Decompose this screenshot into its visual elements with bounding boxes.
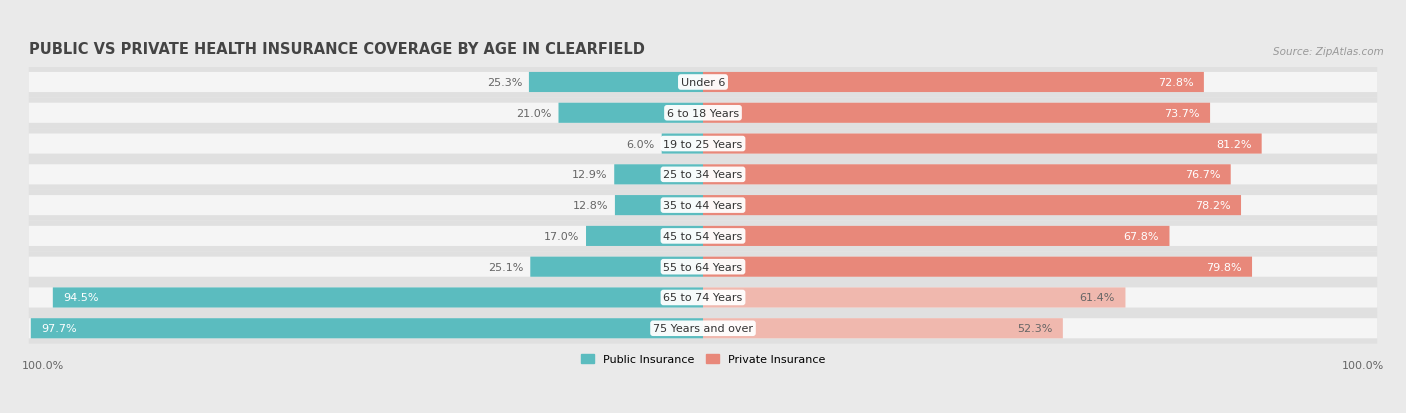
Text: 35 to 44 Years: 35 to 44 Years [664,201,742,211]
Text: 12.8%: 12.8% [572,201,607,211]
Text: 12.9%: 12.9% [572,170,607,180]
FancyBboxPatch shape [614,165,703,185]
FancyBboxPatch shape [28,190,1378,221]
Text: 67.8%: 67.8% [1123,231,1159,241]
FancyBboxPatch shape [28,73,1378,93]
FancyBboxPatch shape [53,288,703,308]
FancyBboxPatch shape [703,196,1241,216]
FancyBboxPatch shape [28,226,1378,247]
FancyBboxPatch shape [28,318,1378,339]
FancyBboxPatch shape [703,318,1063,339]
Text: 45 to 54 Years: 45 to 54 Years [664,231,742,241]
FancyBboxPatch shape [28,252,1378,282]
FancyBboxPatch shape [28,282,1378,313]
FancyBboxPatch shape [703,288,1125,308]
Text: 65 to 74 Years: 65 to 74 Years [664,293,742,303]
Text: 100.0%: 100.0% [1341,361,1384,370]
FancyBboxPatch shape [28,98,1378,129]
FancyBboxPatch shape [703,226,1170,247]
FancyBboxPatch shape [586,226,703,247]
FancyBboxPatch shape [28,103,1378,123]
FancyBboxPatch shape [530,257,703,277]
FancyBboxPatch shape [558,103,703,123]
FancyBboxPatch shape [614,196,703,216]
FancyBboxPatch shape [28,257,1378,277]
FancyBboxPatch shape [28,67,1378,98]
FancyBboxPatch shape [28,196,1378,216]
FancyBboxPatch shape [28,159,1378,190]
Text: 55 to 64 Years: 55 to 64 Years [664,262,742,272]
Text: 52.3%: 52.3% [1017,323,1053,333]
FancyBboxPatch shape [28,288,1378,308]
FancyBboxPatch shape [28,221,1378,252]
Text: 61.4%: 61.4% [1080,293,1115,303]
Text: Under 6: Under 6 [681,78,725,88]
Text: 79.8%: 79.8% [1206,262,1241,272]
Text: 94.5%: 94.5% [63,293,98,303]
FancyBboxPatch shape [28,165,1378,185]
FancyBboxPatch shape [703,165,1230,185]
Text: 25.3%: 25.3% [486,78,522,88]
FancyBboxPatch shape [703,73,1204,93]
Text: 72.8%: 72.8% [1159,78,1194,88]
Text: 21.0%: 21.0% [516,109,551,119]
Text: 73.7%: 73.7% [1164,109,1199,119]
Text: 25.1%: 25.1% [488,262,523,272]
Text: 6 to 18 Years: 6 to 18 Years [666,109,740,119]
Text: 19 to 25 Years: 19 to 25 Years [664,139,742,149]
Text: 76.7%: 76.7% [1185,170,1220,180]
Text: 100.0%: 100.0% [22,361,65,370]
FancyBboxPatch shape [703,103,1211,123]
FancyBboxPatch shape [28,134,1378,154]
FancyBboxPatch shape [662,134,703,154]
Text: 25 to 34 Years: 25 to 34 Years [664,170,742,180]
Legend: Public Insurance, Private Insurance: Public Insurance, Private Insurance [576,349,830,369]
Text: 78.2%: 78.2% [1195,201,1230,211]
FancyBboxPatch shape [703,257,1253,277]
Text: 81.2%: 81.2% [1216,139,1251,149]
FancyBboxPatch shape [31,318,703,339]
FancyBboxPatch shape [703,134,1261,154]
FancyBboxPatch shape [529,73,703,93]
Text: 17.0%: 17.0% [544,231,579,241]
Text: 6.0%: 6.0% [627,139,655,149]
Text: Source: ZipAtlas.com: Source: ZipAtlas.com [1274,46,1384,56]
Text: 97.7%: 97.7% [41,323,77,333]
FancyBboxPatch shape [28,129,1378,159]
Text: PUBLIC VS PRIVATE HEALTH INSURANCE COVERAGE BY AGE IN CLEARFIELD: PUBLIC VS PRIVATE HEALTH INSURANCE COVER… [28,41,644,56]
Text: 75 Years and over: 75 Years and over [652,323,754,333]
FancyBboxPatch shape [28,313,1378,344]
